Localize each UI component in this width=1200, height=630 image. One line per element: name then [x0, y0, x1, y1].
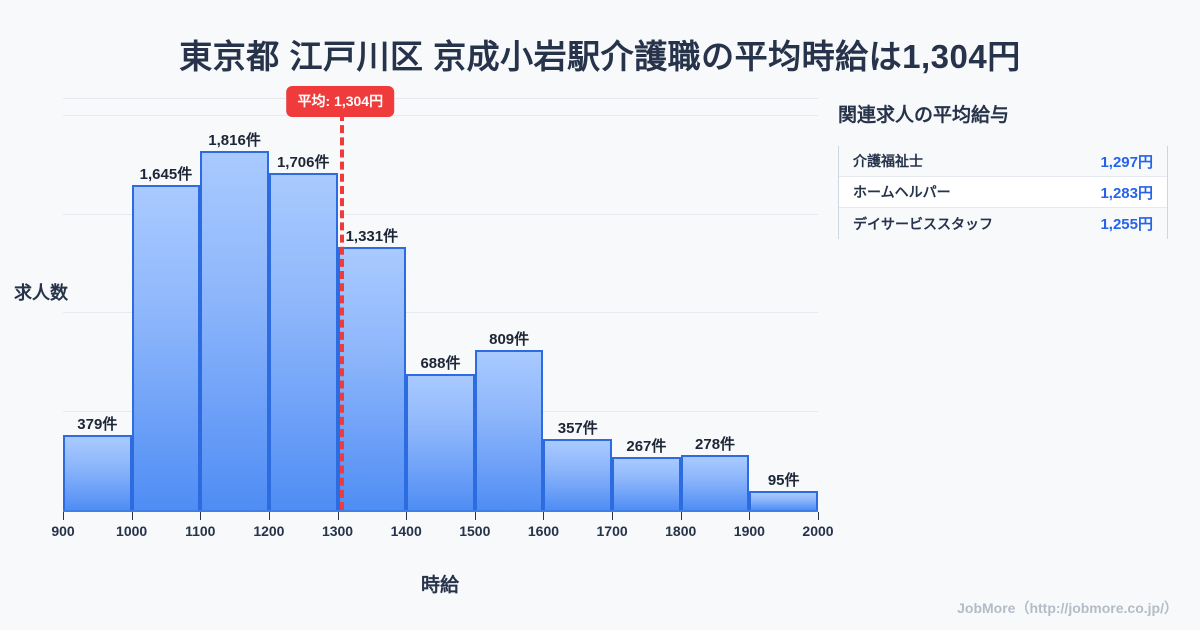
- x-tick: [749, 512, 751, 520]
- gridline: [63, 312, 818, 314]
- x-tick-label: 900: [51, 523, 75, 539]
- x-tick-label: 1500: [459, 523, 491, 539]
- x-tick: [818, 512, 819, 520]
- related-salary-panel: 関連求人の平均給与 介護福祉士 1,297円ホームヘルパー 1,283円デイサービス…: [838, 100, 1168, 239]
- average-badge: 平均: 1,304円: [286, 86, 395, 117]
- job-salary: 1,255円: [1100, 216, 1153, 233]
- x-axis-line: [63, 510, 818, 512]
- y-axis-label: 求人数: [14, 283, 68, 303]
- x-tick-label: 1100: [185, 523, 216, 539]
- plot-area: 379件 1,645件 1,816件 1,706件 1,331件 688件 809件 357件…: [63, 86, 818, 510]
- histogram-bar[interactable]: [268, 172, 338, 510]
- x-tick: [63, 512, 64, 520]
- bar-value-label: 278件: [695, 436, 736, 454]
- histogram-bar[interactable]: [406, 374, 475, 510]
- bar-value-label: 688件: [420, 355, 461, 373]
- table-row[interactable]: ホームヘルパー 1,283円: [839, 177, 1167, 208]
- x-tick-label: 1800: [665, 523, 697, 539]
- x-tick-label: 1600: [527, 523, 560, 539]
- bar-value-label: 267件: [626, 438, 667, 456]
- average-vline: [340, 113, 345, 510]
- histogram-bar[interactable]: [337, 246, 407, 510]
- x-tick: [337, 512, 339, 520]
- bar-value-label: 379件: [77, 416, 118, 434]
- x-tick: [612, 512, 614, 520]
- x-tick-label: 1300: [321, 523, 354, 539]
- x-tick-label: 1400: [390, 523, 422, 539]
- bar-value-label: 809件: [489, 331, 530, 349]
- footer-watermark: JobMore（http://jobmore.co.jp/）: [957, 600, 1178, 616]
- histogram-bar[interactable]: [749, 491, 818, 510]
- job-name: 介護福祉士: [853, 153, 923, 169]
- gridline: [63, 114, 818, 116]
- x-tick-label: 1900: [733, 523, 765, 539]
- bar-value-label: 1,706件: [276, 153, 330, 171]
- x-tick-label: 1200: [253, 523, 285, 539]
- x-tick: [543, 512, 545, 520]
- histogram-bar[interactable]: [680, 455, 750, 510]
- table-row[interactable]: デイサービススタッフ 1,255円: [839, 208, 1167, 239]
- histogram-chart: 379件 1,645件 1,816件 1,706件 1,331件 688件 809件 357件…: [14, 86, 834, 596]
- histogram-bar[interactable]: [63, 435, 132, 510]
- x-tick: [406, 512, 408, 520]
- x-tick: [474, 512, 476, 520]
- job-name: デイサービススタッフ: [853, 215, 993, 232]
- x-tick-label: 1000: [116, 523, 148, 539]
- bar-value-label: 1,331件: [345, 227, 399, 245]
- histogram-bar[interactable]: [200, 151, 269, 510]
- x-axis-label: 時給: [420, 575, 459, 596]
- histogram-bar[interactable]: [131, 184, 201, 510]
- x-tick-label: 1700: [596, 523, 628, 539]
- x-tick: [680, 512, 682, 520]
- x-tick: [131, 512, 133, 520]
- histogram-bar[interactable]: [543, 439, 613, 510]
- histogram-bar[interactable]: [612, 457, 681, 510]
- gridline: [63, 98, 818, 99]
- job-salary: 1,297円: [1100, 153, 1153, 171]
- job-name: ホームヘルパー: [853, 184, 951, 200]
- salary-table: 介護福祉士 1,297円ホームヘルパー 1,283円デイサービススタッフ 1,255円: [838, 146, 1168, 239]
- page-title: 東京都 江戸川区 京成小岩駅介護職の平均時給は1,304円: [179, 38, 1021, 75]
- panel-heading: 関連求人の平均給与: [838, 105, 1010, 126]
- x-tick: [200, 512, 202, 520]
- histogram-bar[interactable]: [474, 350, 544, 510]
- bar-value-label: 357件: [557, 420, 598, 438]
- x-tick: [268, 512, 270, 520]
- table-row[interactable]: 介護福祉士 1,297円: [839, 146, 1167, 177]
- bar-value-label: 1,816件: [208, 132, 261, 150]
- bar-value-label: 1,645件: [139, 165, 193, 183]
- bar-value-label: 95件: [767, 472, 800, 490]
- gridline: [63, 213, 818, 215]
- x-tick-label: 2000: [802, 523, 834, 539]
- job-salary: 1,283円: [1100, 184, 1153, 202]
